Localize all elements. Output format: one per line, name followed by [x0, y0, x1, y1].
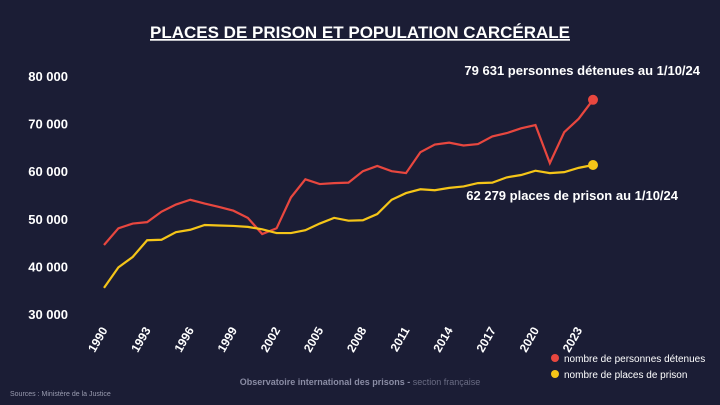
y-tick-label: 30 000: [28, 307, 68, 322]
y-tick-label: 80 000: [28, 69, 68, 84]
end-dot: [588, 160, 598, 171]
footer: Observatoire international des prisons -…: [240, 377, 481, 387]
annotation: 79 631 personnes détenues au 1/10/24: [464, 63, 700, 78]
series-line: [103, 163, 594, 289]
series-line: [103, 99, 594, 246]
chart-title: PLACES DE PRISON ET POPULATION CARCÉRALE: [150, 23, 570, 42]
legend-swatch: [551, 370, 559, 378]
footer-section: section française: [413, 377, 481, 387]
y-tick-label: 50 000: [28, 212, 68, 227]
source: Sources : Ministère de la Justice: [10, 391, 111, 398]
end-dot: [588, 94, 598, 105]
y-tick-label: 60 000: [28, 164, 68, 179]
y-tick-label: 70 000: [28, 117, 68, 132]
y-tick-label: 40 000: [28, 259, 68, 274]
footer-org: Observatoire international des prisons -: [240, 377, 413, 387]
legend-label: nombre de places de prison: [564, 370, 687, 381]
legend-swatch: [551, 354, 559, 362]
annotation: 62 279 places de prison au 1/10/24: [466, 188, 679, 203]
legend-label: nombre de personnes détenues: [564, 354, 705, 365]
